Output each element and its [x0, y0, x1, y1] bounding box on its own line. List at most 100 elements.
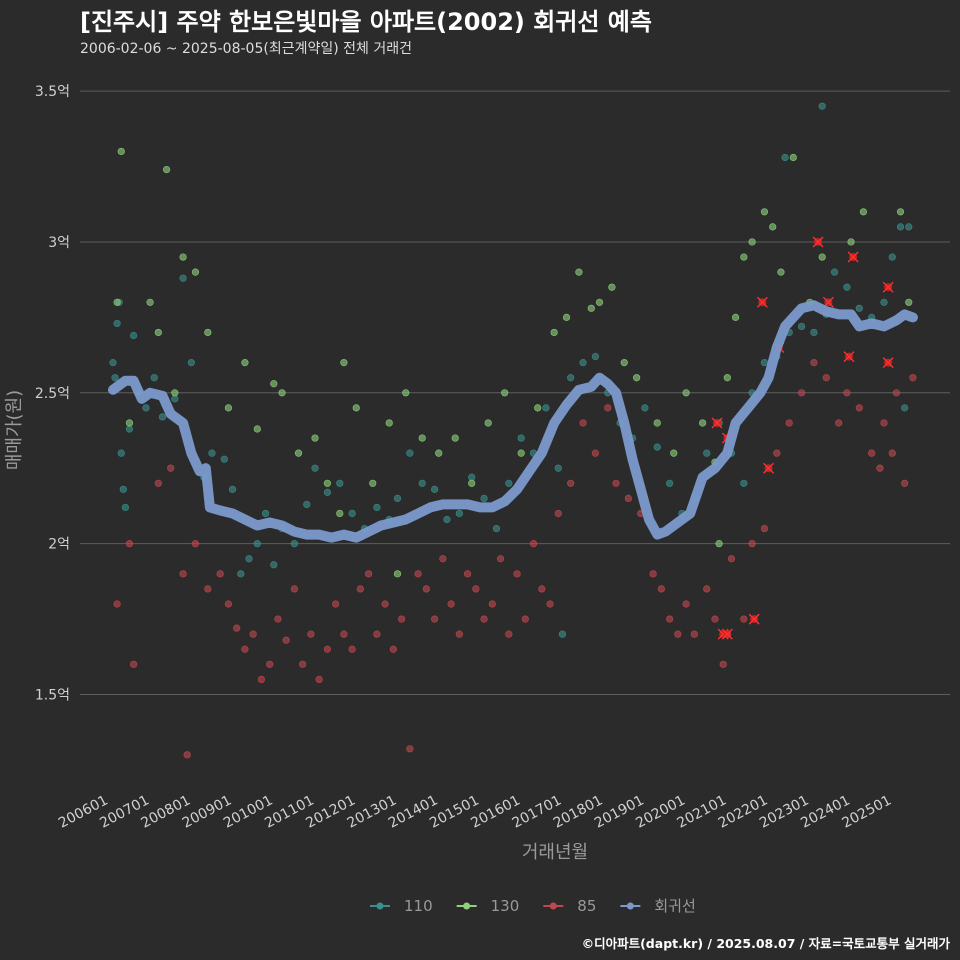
data-point-110 — [896, 223, 905, 231]
data-point-85 — [472, 585, 480, 593]
data-point-110 — [880, 298, 888, 306]
legend-swatch-dot — [549, 902, 557, 910]
highlighted-point — [721, 628, 733, 640]
data-point-110 — [542, 404, 550, 412]
legend-item-130: 130 — [456, 897, 519, 915]
data-point-130 — [731, 313, 740, 321]
data-point-130 — [402, 389, 410, 397]
data-point-110 — [554, 464, 562, 472]
highlighted-point — [756, 296, 768, 308]
data-point-85 — [760, 524, 769, 533]
data-point-85 — [373, 630, 381, 638]
legend-label: 110 — [404, 897, 433, 915]
highlight-cross — [763, 462, 775, 474]
x-axis-ticks: 2006012007012008012009012010012011012012… — [56, 792, 894, 831]
data-point-130 — [653, 419, 661, 427]
data-point-85 — [690, 630, 698, 638]
data-point-130 — [587, 304, 595, 312]
data-point-85 — [422, 585, 430, 593]
data-point-85 — [773, 449, 781, 457]
data-point-130 — [241, 359, 249, 367]
data-point-130 — [715, 540, 723, 548]
data-point-85 — [340, 630, 348, 638]
highlighted-points — [711, 236, 894, 640]
data-point-130 — [740, 253, 748, 261]
data-point-85 — [901, 479, 909, 487]
data-point-110 — [843, 283, 851, 291]
data-point-85 — [513, 570, 521, 578]
data-point-130 — [562, 313, 571, 321]
data-point-85 — [579, 419, 587, 427]
highlight-cross — [748, 613, 760, 625]
data-point-110 — [311, 464, 319, 472]
data-point-85 — [649, 570, 657, 578]
data-point-130 — [534, 404, 542, 412]
highlighted-point — [882, 281, 894, 293]
data-point-85 — [666, 615, 674, 623]
data-point-130 — [294, 449, 303, 457]
data-point-85 — [266, 660, 274, 668]
data-point-110 — [393, 494, 402, 502]
legend-swatch-dot — [626, 902, 634, 910]
data-point-85 — [554, 509, 562, 518]
data-point-85 — [154, 479, 162, 487]
highlighted-point — [763, 462, 775, 474]
data-point-85 — [447, 600, 455, 608]
data-point-110 — [336, 479, 344, 487]
data-point-85 — [282, 636, 290, 644]
data-point-110 — [641, 404, 649, 412]
highlighted-point — [711, 417, 723, 429]
legend-swatch-dot — [463, 902, 471, 910]
data-point-110 — [303, 500, 311, 509]
data-point-110 — [430, 485, 439, 493]
data-point-85 — [719, 660, 727, 668]
data-point-85 — [125, 540, 134, 548]
data-point-110 — [179, 274, 187, 282]
data-point-110 — [591, 353, 600, 361]
chart-subtitle: 2006-02-06 ~ 2025-08-05(최근계약일) 전체 거래건 — [80, 41, 412, 57]
data-point-130 — [818, 253, 826, 261]
y-tick-label: 3억 — [48, 235, 70, 251]
data-point-85 — [274, 615, 282, 623]
data-point-85 — [748, 540, 756, 548]
data-point-85 — [488, 600, 496, 608]
data-point-130 — [484, 419, 492, 427]
data-point-85 — [591, 449, 600, 457]
data-point-110 — [901, 404, 909, 412]
data-point-130 — [278, 389, 286, 397]
data-point-85 — [191, 540, 200, 548]
data-point-110 — [220, 455, 228, 463]
data-point-110 — [810, 328, 818, 337]
data-point-130 — [501, 389, 509, 397]
data-point-110 — [228, 485, 237, 493]
data-point-85 — [657, 585, 665, 593]
data-point-110 — [208, 449, 216, 457]
data-point-85 — [529, 540, 538, 548]
y-tick-label: 2억 — [48, 537, 70, 553]
highlight-cross — [843, 351, 855, 363]
data-point-110 — [579, 359, 587, 367]
data-point-85 — [703, 585, 711, 593]
data-point-110 — [130, 331, 138, 340]
x-axis-title: 거래년월 — [522, 842, 588, 863]
data-point-85 — [257, 675, 266, 684]
data-point-110 — [373, 503, 381, 512]
data-point-110 — [703, 449, 711, 457]
data-point-110 — [187, 359, 195, 367]
legend-item-85: 85 — [543, 897, 596, 915]
data-point-85 — [204, 585, 212, 593]
data-point-85 — [835, 419, 843, 427]
data-point-85 — [521, 615, 529, 623]
legend-swatch-dot — [376, 902, 384, 910]
data-point-110 — [119, 485, 127, 493]
chart-title: [진주시] 주약 한보은빛마을 아파트(2002) 회귀선 예측 — [80, 8, 652, 36]
data-point-110 — [468, 473, 476, 481]
legend-label: 회귀선 — [654, 897, 695, 915]
data-point-85 — [290, 585, 299, 593]
data-point-110 — [253, 540, 261, 548]
data-point-110 — [760, 359, 769, 367]
data-point-130 — [789, 153, 797, 162]
data-point-130 — [418, 434, 426, 442]
data-point-85 — [455, 630, 463, 638]
highlight-cross — [882, 281, 894, 293]
